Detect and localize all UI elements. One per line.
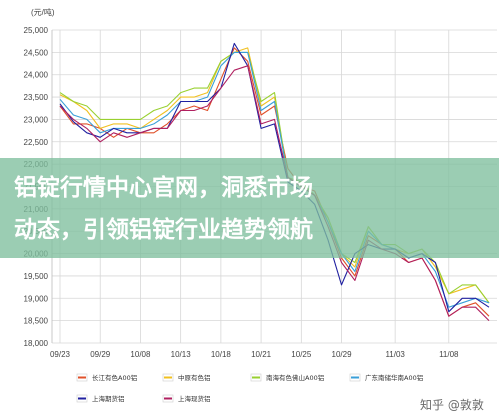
x-tick-label: 10/25 [291, 350, 312, 359]
x-tick-label: 09/23 [50, 350, 71, 359]
x-tick-label: 10/29 [332, 350, 353, 359]
legend-label: 上海期货铝 [92, 394, 125, 403]
y-unit-label: (元/吨) [31, 7, 55, 17]
title-overlay-band: 铝锭行情中心官网，洞悉市场 动态，引领铝锭行业趋势领航 [0, 158, 499, 258]
y-tick-label: 24,000 [24, 71, 49, 80]
y-tick-label: 23,500 [24, 93, 49, 102]
x-tick-label: 11/08 [439, 350, 459, 359]
y-tick-label: 22,500 [24, 138, 49, 147]
overlay-band-background [0, 158, 499, 258]
y-tick-label: 19,000 [24, 294, 49, 303]
legend-label: 长江有色A00铝 [92, 373, 137, 382]
y-tick-label: 24,500 [24, 48, 49, 57]
overlay-title-line2: 动态，引领铝锭行业趋势领航 [14, 216, 313, 243]
x-tick-label: 10/13 [171, 350, 192, 359]
series-line [59, 65, 490, 321]
y-tick-label: 25,000 [24, 26, 49, 35]
legend-label: 上海现货铝 [178, 394, 211, 403]
y-tick-label: 19,500 [24, 272, 49, 281]
x-tick-label: 10/18 [211, 350, 232, 359]
x-tick-label: 11/03 [385, 350, 405, 359]
x-tick-label: 10/21 [251, 350, 272, 359]
watermark-text: 知乎 @敦敦 [420, 397, 484, 412]
x-tick-labels: 09/23 09/29 10/08 10/13 10/18 10/21 10/25 10/29… [50, 350, 459, 359]
x-tick-label: 10/08 [130, 350, 151, 359]
y-tick-label: 18,000 [24, 339, 49, 348]
y-tick-label: 23,000 [24, 115, 49, 124]
legend-label: 中原有色铝 [178, 373, 211, 382]
x-tick-label: 09/29 [90, 350, 111, 359]
overlay-title-line1: 铝锭行情中心官网，洞悉市场 [14, 174, 313, 201]
y-tick-label: 18,500 [24, 317, 49, 326]
legend-label: 南海有色佛山A00铝 [266, 373, 324, 382]
legend-label: 广东南储华南A00铝 [365, 373, 423, 382]
